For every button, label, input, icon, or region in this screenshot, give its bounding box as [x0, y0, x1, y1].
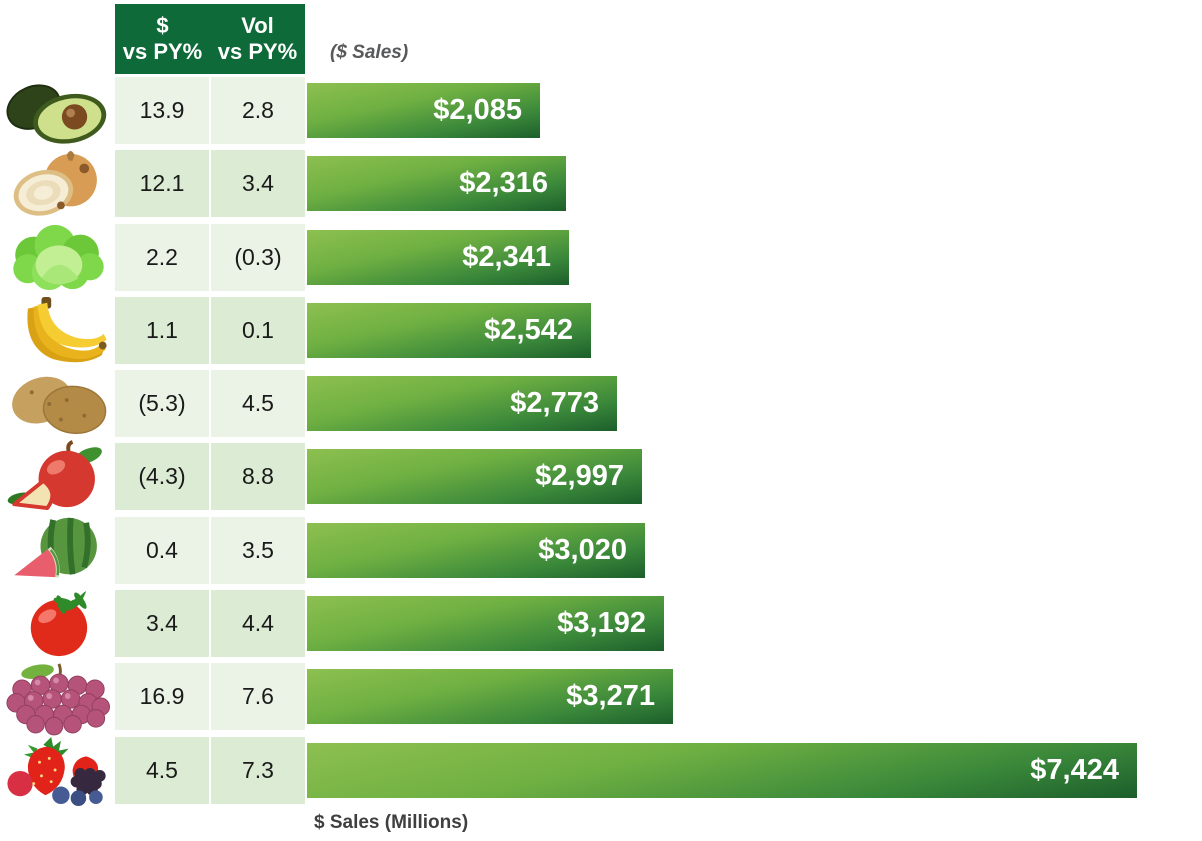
vol-vs-py-value: 3.5: [211, 516, 305, 584]
berries-icon: [6, 737, 106, 807]
bar-area: $3,192: [307, 596, 1202, 652]
bar-area: $3,271: [307, 669, 1202, 725]
column-header-vol-vs-py: Vol vs PY%: [210, 4, 305, 74]
bar-area: $2,542: [307, 302, 1202, 358]
bar-section-title: ($ Sales): [330, 42, 409, 63]
table-header: $ vs PY% Vol vs PY%: [115, 4, 305, 74]
table-row: 16.9 7.6 $3,271: [0, 663, 1202, 736]
bar-area: $3,020: [307, 522, 1202, 578]
row-icon-cell: [0, 77, 115, 144]
vol-vs-py-value: (0.3): [211, 223, 305, 291]
dollar-vs-py-value: 1.1: [115, 296, 209, 364]
sales-value-label: $3,020: [538, 533, 627, 566]
potato-icon: [11, 376, 106, 434]
table-row: (5.3) 4.5 $2,773: [0, 370, 1202, 438]
sales-value-label: $2,316: [459, 167, 548, 200]
dollar-vs-py-value: 3.4: [115, 590, 209, 658]
sales-value-label: $3,192: [557, 607, 646, 640]
sales-value-label: $3,271: [566, 680, 655, 713]
banana-icon: [26, 297, 107, 363]
dollar-vs-py-value: (5.3): [115, 370, 209, 438]
onion-icon: [13, 150, 97, 216]
avocado-icon: [6, 83, 106, 144]
dollar-vs-py-value: (4.3): [115, 443, 209, 511]
dollar-vs-py-value: 12.1: [115, 150, 209, 218]
row-icon-cell: [0, 663, 115, 736]
apple-icon: [7, 440, 102, 511]
table-row: 1.1 0.1 $2,542: [0, 296, 1202, 364]
vol-vs-py-value: 0.1: [211, 296, 305, 364]
sales-bar: $2,542: [307, 302, 591, 358]
sales-bar: $2,085: [307, 83, 540, 138]
sales-value-label: $2,542: [484, 313, 573, 346]
dollar-vs-py-value: 0.4: [115, 516, 209, 584]
sales-value-label: $2,773: [510, 387, 599, 420]
table-row: 3.4 4.4 $3,192: [0, 590, 1202, 658]
vol-vs-py-value: 7.3: [211, 736, 305, 804]
vol-vs-py-value: 4.4: [211, 590, 305, 658]
sales-value-label: $7,424: [1030, 753, 1119, 786]
vol-vs-py-value: 8.8: [211, 443, 305, 511]
row-icon-cell: [0, 150, 115, 217]
lettuce-icon: [12, 225, 104, 291]
column-header-dollar-line2: vs PY%: [122, 39, 203, 64]
table-row: 13.9 2.8 $2,085: [0, 77, 1202, 144]
bar-area: $2,773: [307, 376, 1202, 432]
row-icon-cell: [0, 370, 115, 437]
sales-value-label: $2,997: [535, 460, 624, 493]
row-icon-cell: [0, 590, 115, 657]
sales-value-label: $2,341: [462, 240, 551, 273]
table-row: 0.4 3.5 $3,020: [0, 516, 1202, 584]
bar-area: $2,316: [307, 156, 1202, 212]
bar-area: $7,424: [307, 742, 1202, 798]
chart-rows: 13.9 2.8 $2,085 12.1 3.4 $2,316 2.2 (0.3…: [0, 77, 1202, 810]
vol-vs-py-value: 3.4: [211, 150, 305, 218]
sales-bar: $7,424: [307, 742, 1137, 798]
x-axis-label: $ Sales (Millions): [314, 812, 469, 833]
sales-value-label: $2,085: [433, 94, 522, 126]
column-header-dollar-line1: $: [156, 13, 169, 38]
sales-bar: $3,020: [307, 522, 645, 578]
vol-vs-py-value: 4.5: [211, 370, 305, 438]
row-icon-cell: [0, 737, 115, 807]
sales-bar: $2,341: [307, 229, 569, 285]
bar-area: $2,997: [307, 449, 1202, 505]
row-icon-cell: [0, 224, 115, 291]
table-row: 12.1 3.4 $2,316: [0, 150, 1202, 218]
dollar-vs-py-value: 13.9: [115, 77, 209, 144]
sales-bar: $2,773: [307, 376, 617, 432]
watermelon-icon: [13, 517, 97, 578]
vol-vs-py-value: 7.6: [211, 663, 305, 731]
row-icon-cell: [0, 297, 115, 364]
table-row: 2.2 (0.3) $2,341: [0, 223, 1202, 291]
table-row: (4.3) 8.8 $2,997: [0, 440, 1202, 511]
row-icon-cell: [0, 517, 115, 584]
column-header-dollar-vs-py: $ vs PY%: [115, 4, 210, 74]
column-header-vol-line1: Vol: [241, 13, 274, 38]
sales-bar: $3,271: [307, 669, 673, 725]
tomato-icon: [30, 590, 87, 656]
bar-area: $2,341: [307, 229, 1202, 285]
column-header-vol-line2: vs PY%: [217, 39, 298, 64]
dollar-vs-py-value: 16.9: [115, 663, 209, 731]
dollar-vs-py-value: 4.5: [115, 736, 209, 804]
grapes-icon: [5, 663, 110, 736]
vol-vs-py-value: 2.8: [211, 77, 305, 144]
sales-bar: $3,192: [307, 596, 664, 652]
row-icon-cell: [0, 440, 115, 511]
bar-area: $2,085: [307, 83, 1202, 138]
sales-bar: $2,316: [307, 156, 566, 212]
table-row: 4.5 7.3 $7,424: [0, 736, 1202, 807]
sales-bar: $2,997: [307, 449, 642, 505]
dollar-vs-py-value: 2.2: [115, 223, 209, 291]
